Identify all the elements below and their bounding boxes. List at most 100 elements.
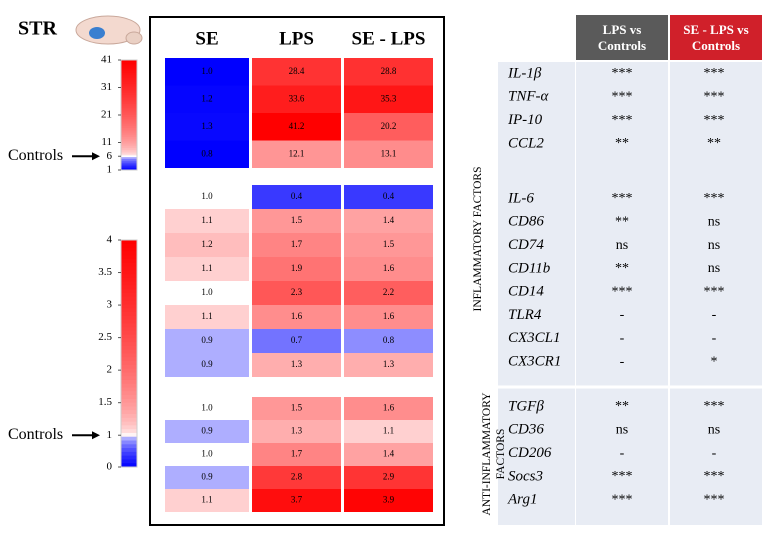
colorbar-segment xyxy=(121,69,137,72)
colorbar-segment xyxy=(121,379,137,385)
significance: *** xyxy=(704,469,725,484)
region-label: STR xyxy=(18,18,57,40)
significance: ** xyxy=(615,136,629,151)
cell-label: 1.6 xyxy=(383,311,395,321)
heat-cell xyxy=(252,113,341,141)
colorbar-segment xyxy=(121,140,137,143)
colorbar-segment xyxy=(121,157,137,160)
colorbar-tick-label: 1.5 xyxy=(98,396,112,408)
colorbar-tick-label: 3.5 xyxy=(98,266,112,278)
colorbar-segment xyxy=(121,135,137,138)
significance: *** xyxy=(612,469,633,484)
heat-cell xyxy=(252,233,341,257)
colorbar-segment xyxy=(121,342,137,347)
colorbar-segment xyxy=(121,451,137,457)
cell-label: 1.5 xyxy=(383,239,395,249)
colorbar-segment xyxy=(121,115,137,118)
colorbar-tick-label: 41 xyxy=(101,54,112,66)
cell-label: 12.1 xyxy=(289,148,305,158)
cell-label: 1.9 xyxy=(291,263,303,273)
heat-cell xyxy=(165,185,249,209)
colorbar-segment xyxy=(121,122,137,125)
heat-cell xyxy=(252,209,341,233)
controls-label: Controls xyxy=(8,426,63,443)
colorbar-segment xyxy=(121,118,137,121)
colorbar-segment xyxy=(121,82,137,85)
colorbar-segment xyxy=(121,266,137,271)
colorbar-segment xyxy=(121,463,137,468)
colorbar-segment xyxy=(121,289,137,294)
significance: *** xyxy=(704,90,725,105)
colorbar-segment xyxy=(121,436,137,442)
cell-label: 1.6 xyxy=(383,403,395,413)
heat-cell xyxy=(165,489,249,512)
colorbar-segment xyxy=(121,104,137,107)
heat-cell xyxy=(344,420,433,443)
colorbar-tick-label: 4 xyxy=(107,234,113,246)
cell-label: 0.4 xyxy=(291,191,303,201)
colorbar-segment xyxy=(121,455,137,460)
colorbar-segment xyxy=(121,71,137,74)
significance: ns xyxy=(708,423,720,438)
gene-name: Socs3 xyxy=(508,468,543,484)
colorbar-segment xyxy=(121,80,137,83)
significance: - xyxy=(712,446,717,461)
colorbar-segment xyxy=(121,255,137,260)
heat-cell xyxy=(252,85,341,113)
heat-cell xyxy=(344,185,433,209)
cell-label: 1.3 xyxy=(201,121,213,131)
cell-label: 1.0 xyxy=(201,287,213,297)
controls-label: Controls xyxy=(8,147,63,164)
colorbar-segment xyxy=(121,327,137,332)
heat-cell xyxy=(252,353,341,377)
brain-icon xyxy=(75,15,143,45)
colorbar-segment xyxy=(121,102,137,105)
gene-name: IP-10 xyxy=(507,112,543,128)
significance: *** xyxy=(612,90,633,105)
cell-label: 1.2 xyxy=(201,239,212,249)
colorbar-segment xyxy=(121,364,137,370)
colorbar-segment xyxy=(121,315,137,320)
heat-cell xyxy=(165,397,249,420)
significance: ** xyxy=(615,399,629,414)
heat-cell xyxy=(252,257,341,281)
colorbar-segment xyxy=(121,133,137,136)
colorbar-segment xyxy=(121,300,137,305)
significance: *** xyxy=(612,113,633,128)
heat-cell xyxy=(165,85,249,113)
cell-label: 2.9 xyxy=(383,472,395,482)
heat-cell xyxy=(252,185,341,209)
heat-cell xyxy=(252,58,341,86)
colorbar-segment xyxy=(121,151,137,154)
colorbar-tick-label: 1 xyxy=(107,164,113,176)
heat-cell xyxy=(252,281,341,305)
heat-cell xyxy=(252,489,341,512)
gene-name: CD86 xyxy=(508,214,544,230)
cell-label: 1.1 xyxy=(201,495,212,505)
heat-cell xyxy=(252,443,341,466)
heat-cell xyxy=(165,420,249,443)
heat-cell xyxy=(344,58,433,86)
colorbar-segment xyxy=(121,153,137,156)
heat-cell xyxy=(165,305,249,329)
heat-cell xyxy=(165,281,249,305)
significance: ns xyxy=(708,238,720,253)
colorbar-segment xyxy=(121,304,137,309)
section-label: ANTI-INFLAMMATORY FACTORS xyxy=(481,392,507,516)
colorbar-segment xyxy=(121,311,137,317)
colorbar-segment xyxy=(121,149,137,153)
colorbar-segment xyxy=(121,444,137,449)
cell-label: 1.7 xyxy=(291,239,303,249)
colorbar-segment xyxy=(121,159,137,162)
cell-label: 1.0 xyxy=(201,449,213,459)
colorbar-segment xyxy=(121,111,137,114)
colorbar-tick-label: 6 xyxy=(107,150,113,162)
heat-cell xyxy=(252,140,341,168)
colorbar-segment xyxy=(121,60,137,63)
cell-label: 0.7 xyxy=(291,335,303,345)
heatmap-frame xyxy=(149,16,445,526)
cell-label: 13.1 xyxy=(381,148,397,158)
significance: *** xyxy=(704,191,725,206)
significance: - xyxy=(712,308,717,323)
